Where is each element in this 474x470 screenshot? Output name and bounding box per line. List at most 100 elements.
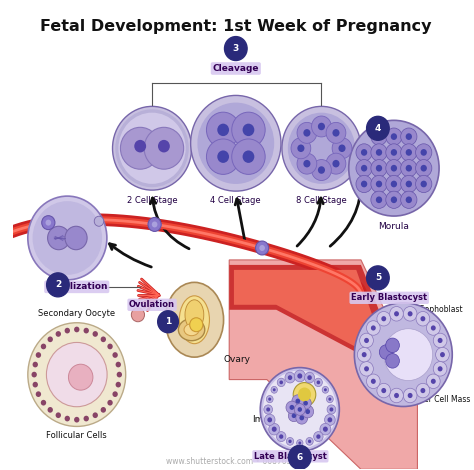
Circle shape: [207, 139, 240, 174]
Circle shape: [416, 160, 432, 177]
Circle shape: [403, 306, 417, 321]
Circle shape: [326, 122, 346, 143]
Circle shape: [366, 321, 380, 335]
Circle shape: [377, 384, 391, 398]
Circle shape: [83, 328, 89, 333]
Circle shape: [420, 165, 427, 172]
Circle shape: [371, 175, 387, 193]
Circle shape: [46, 219, 51, 226]
Circle shape: [361, 149, 367, 156]
Circle shape: [386, 160, 402, 177]
Circle shape: [55, 412, 61, 418]
Circle shape: [386, 175, 402, 193]
Circle shape: [297, 439, 303, 446]
Circle shape: [266, 396, 273, 403]
Circle shape: [316, 434, 320, 439]
Circle shape: [420, 149, 427, 156]
Circle shape: [28, 196, 107, 280]
Circle shape: [92, 331, 98, 337]
Circle shape: [152, 221, 157, 227]
Circle shape: [364, 338, 369, 343]
Circle shape: [100, 337, 106, 342]
Circle shape: [371, 191, 387, 208]
Circle shape: [289, 446, 311, 470]
Circle shape: [356, 160, 372, 177]
Text: 1: 1: [165, 317, 171, 326]
Circle shape: [304, 372, 315, 383]
Circle shape: [379, 345, 393, 359]
Circle shape: [298, 388, 311, 401]
Circle shape: [438, 366, 443, 371]
Circle shape: [362, 352, 366, 357]
Circle shape: [420, 388, 425, 393]
Ellipse shape: [165, 282, 224, 357]
Circle shape: [297, 144, 304, 152]
Circle shape: [112, 392, 118, 397]
Circle shape: [112, 106, 191, 190]
Circle shape: [291, 138, 311, 159]
Circle shape: [420, 180, 427, 188]
Circle shape: [376, 180, 382, 188]
Circle shape: [326, 153, 346, 174]
Circle shape: [406, 180, 412, 188]
Circle shape: [268, 398, 271, 401]
Text: Trophoblast: Trophoblast: [419, 306, 463, 314]
Circle shape: [360, 333, 374, 348]
Circle shape: [297, 122, 317, 143]
Circle shape: [64, 415, 70, 422]
Circle shape: [361, 165, 367, 172]
Circle shape: [64, 328, 70, 333]
Circle shape: [259, 245, 265, 251]
Ellipse shape: [179, 296, 210, 344]
Circle shape: [282, 106, 361, 190]
Circle shape: [390, 306, 403, 321]
Circle shape: [41, 344, 46, 349]
Polygon shape: [229, 260, 418, 470]
Circle shape: [131, 308, 145, 322]
Text: www.shutterstock.com • 668765041: www.shutterstock.com • 668765041: [166, 457, 306, 466]
Circle shape: [381, 388, 386, 393]
Circle shape: [305, 409, 310, 414]
Circle shape: [303, 160, 310, 167]
Circle shape: [279, 434, 283, 439]
Circle shape: [366, 266, 389, 290]
Circle shape: [406, 165, 412, 172]
Text: Ovulation: Ovulation: [129, 300, 175, 309]
Circle shape: [386, 353, 400, 368]
Circle shape: [408, 311, 412, 316]
Circle shape: [28, 323, 126, 426]
Circle shape: [120, 127, 160, 169]
Circle shape: [303, 129, 310, 137]
Circle shape: [440, 352, 445, 357]
Circle shape: [401, 144, 417, 161]
Circle shape: [355, 303, 452, 407]
Circle shape: [269, 423, 280, 435]
Circle shape: [92, 412, 98, 418]
Circle shape: [300, 397, 311, 409]
Circle shape: [207, 112, 240, 148]
Circle shape: [288, 410, 300, 422]
Circle shape: [332, 160, 339, 167]
Circle shape: [288, 113, 355, 184]
Circle shape: [416, 312, 430, 326]
Circle shape: [65, 226, 87, 250]
Circle shape: [386, 338, 400, 352]
Circle shape: [391, 149, 397, 156]
Circle shape: [384, 329, 433, 381]
Circle shape: [158, 140, 170, 152]
Circle shape: [416, 384, 430, 398]
Circle shape: [232, 112, 265, 148]
Text: Early Blastocyst: Early Blastocyst: [351, 293, 427, 302]
Circle shape: [197, 102, 274, 184]
Circle shape: [349, 120, 439, 216]
Text: Morula: Morula: [378, 222, 410, 231]
Circle shape: [292, 414, 296, 418]
Circle shape: [366, 374, 380, 389]
Circle shape: [116, 382, 121, 387]
Circle shape: [46, 343, 107, 407]
Circle shape: [292, 395, 304, 407]
Circle shape: [311, 116, 331, 137]
Text: 2: 2: [55, 280, 61, 290]
Polygon shape: [229, 265, 399, 360]
Circle shape: [376, 149, 382, 156]
